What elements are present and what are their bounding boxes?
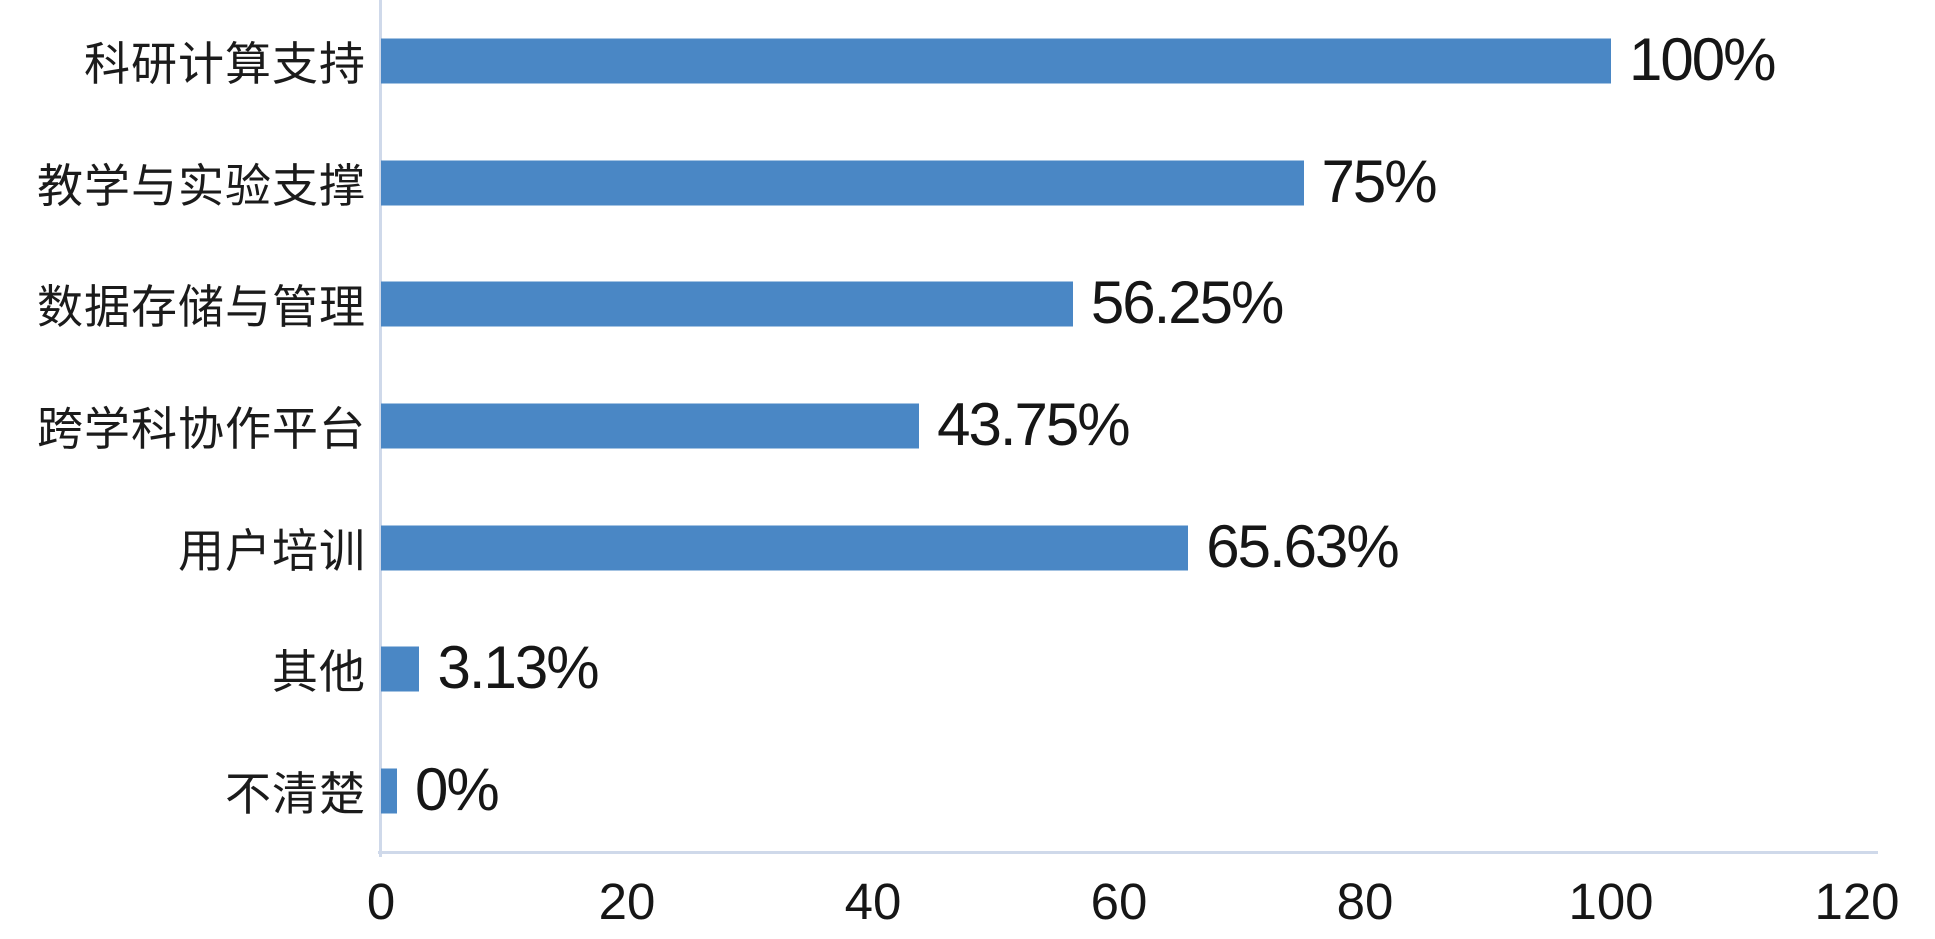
value-label: 0% [415, 756, 500, 824]
x-tick-label: 40 [844, 873, 902, 930]
x-tick-label: 100 [1568, 873, 1654, 930]
category-label: 教学与实验支撑 [37, 159, 366, 212]
x-tick-label: 60 [1090, 873, 1148, 930]
bar [381, 768, 397, 814]
x-tick-label: 120 [1814, 873, 1900, 930]
x-tick-label: 20 [598, 873, 656, 930]
value-label: 65.63% [1206, 512, 1399, 580]
value-label: 100% [1629, 25, 1776, 93]
category-label: 其他 [272, 646, 366, 699]
category-label: 跨学科协作平台 [37, 403, 366, 455]
category-label: 数据存储与管理 [37, 281, 366, 334]
category-label: 不清楚 [225, 768, 366, 821]
bar [381, 646, 420, 692]
x-tick-label: 0 [366, 873, 396, 930]
x-tick-label: 80 [1336, 873, 1394, 930]
x-axis-line [378, 851, 1878, 854]
bar [381, 160, 1304, 206]
value-label: 56.25% [1090, 269, 1284, 337]
value-label: 75% [1321, 147, 1438, 215]
y-axis-line [379, 0, 382, 857]
value-label: 43.75% [937, 391, 1130, 459]
bar [381, 403, 920, 449]
value-label: 3.13% [437, 634, 599, 702]
category-label: 用户培训 [178, 524, 366, 577]
bar [381, 38, 1611, 84]
bar [381, 281, 1073, 327]
bar [381, 525, 1189, 571]
category-label: 科研计算支持 [84, 37, 366, 90]
